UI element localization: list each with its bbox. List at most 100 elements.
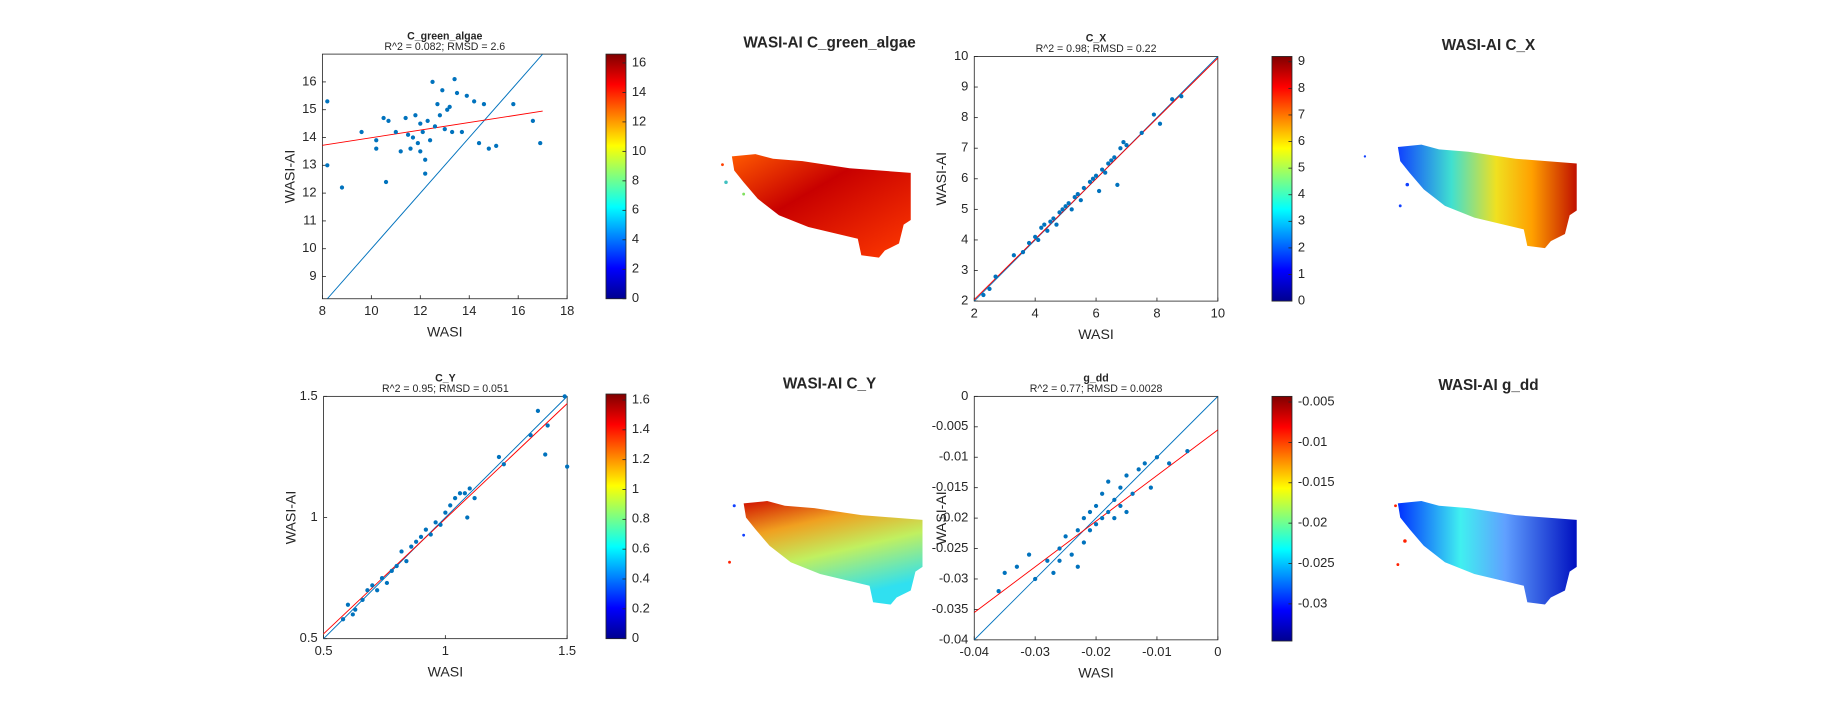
x-tick-label: 4 <box>1032 305 1039 320</box>
chart-subtitle: R^2 = 0.98; RMSD = 0.22 <box>1036 43 1157 55</box>
point <box>1154 455 1160 460</box>
point <box>1118 146 1123 151</box>
point <box>398 149 403 154</box>
x-tick-label: -0.03 <box>1020 644 1050 659</box>
chart-title: C_green_algae <box>407 30 482 42</box>
point <box>459 129 465 135</box>
point <box>340 617 346 622</box>
point <box>339 185 345 190</box>
point <box>1081 540 1086 545</box>
chart-subtitle: R^2 = 0.95; RMSD = 0.051 <box>382 383 509 395</box>
point <box>428 532 433 537</box>
chart-subtitle: R^2 = 0.082; RMSD = 2.6 <box>384 41 505 53</box>
colorbar-tick-label: -0.025 <box>1298 555 1335 570</box>
point <box>545 423 550 428</box>
colorbar-tick-label: 7 <box>1298 106 1305 121</box>
point <box>394 563 399 569</box>
point <box>403 115 408 121</box>
point <box>993 274 998 279</box>
map <box>1394 501 1577 605</box>
y-tick-label: 2 <box>961 293 968 308</box>
x-axis-label: WASI <box>428 664 464 680</box>
map <box>728 501 923 605</box>
point <box>1136 467 1141 472</box>
point <box>427 138 433 143</box>
point <box>464 93 469 98</box>
point <box>408 146 413 151</box>
point <box>1124 473 1129 478</box>
point <box>1078 198 1083 203</box>
x-tick-label: 0.5 <box>315 643 333 658</box>
point <box>1106 479 1111 484</box>
point <box>447 104 452 110</box>
y-tick-label: 8 <box>961 109 968 124</box>
point <box>565 464 570 469</box>
point <box>450 129 455 135</box>
point <box>415 140 420 146</box>
point <box>381 115 386 121</box>
point <box>472 496 477 501</box>
point <box>1106 161 1111 166</box>
point <box>430 79 435 85</box>
x-tick-label: 10 <box>1211 305 1225 320</box>
reference-line <box>323 396 568 639</box>
point <box>543 452 548 457</box>
point <box>1124 143 1129 148</box>
point <box>1093 503 1099 509</box>
point <box>1045 558 1050 563</box>
point <box>1118 485 1123 490</box>
y-tick-label: -0.02 <box>939 510 969 525</box>
point <box>353 607 358 612</box>
point <box>1051 570 1056 576</box>
colorbar-tick-label: -0.015 <box>1298 474 1335 489</box>
y-tick-label: 9 <box>309 268 316 283</box>
colorbar-tick-label: 1.6 <box>632 391 650 406</box>
point <box>1063 204 1068 209</box>
point <box>1039 225 1044 230</box>
point <box>414 539 419 544</box>
point <box>1014 564 1020 569</box>
point <box>1103 170 1108 175</box>
point <box>360 597 365 603</box>
point <box>530 118 536 123</box>
x-tick-label: 2 <box>971 305 978 320</box>
point <box>418 149 423 154</box>
point <box>1075 528 1080 533</box>
point <box>562 394 567 399</box>
y-axis-label: WASI-AI <box>933 491 949 545</box>
chart-subtitle: R^2 = 0.77; RMSD = 0.0028 <box>1030 383 1163 395</box>
colorbar-tick-label: 1 <box>632 481 639 496</box>
point <box>1075 564 1080 569</box>
colorbar-tick-label: 0.6 <box>632 541 650 556</box>
point <box>1066 201 1071 206</box>
point <box>1002 570 1007 576</box>
colorbar-tick-label: 6 <box>632 202 639 217</box>
y-tick-label: 16 <box>302 73 316 88</box>
point <box>1096 188 1102 194</box>
reference-line <box>974 396 1218 640</box>
point <box>472 99 477 104</box>
colorbar <box>605 393 627 640</box>
colorbar-tick-label: 1.4 <box>632 421 650 436</box>
y-tick-label: -0.03 <box>939 570 969 585</box>
chart-title: C_X <box>1086 33 1107 45</box>
x-axis-label: WASI <box>1078 326 1114 342</box>
point <box>1057 210 1062 215</box>
point <box>1148 485 1153 490</box>
y-tick-label: -0.035 <box>932 601 969 616</box>
point <box>1069 552 1074 557</box>
x-tick-label: 6 <box>1092 305 1099 320</box>
point <box>365 588 370 593</box>
map <box>721 154 911 258</box>
point <box>418 121 423 126</box>
colorbar-tick-label: 10 <box>632 143 646 158</box>
point <box>423 527 428 532</box>
y-tick-label: 10 <box>954 48 968 63</box>
point <box>1026 552 1032 557</box>
point <box>1124 509 1129 515</box>
point <box>325 163 330 168</box>
y-tick-label: -0.015 <box>932 479 969 494</box>
point <box>1167 461 1172 466</box>
point <box>996 589 1001 594</box>
point <box>409 544 414 549</box>
